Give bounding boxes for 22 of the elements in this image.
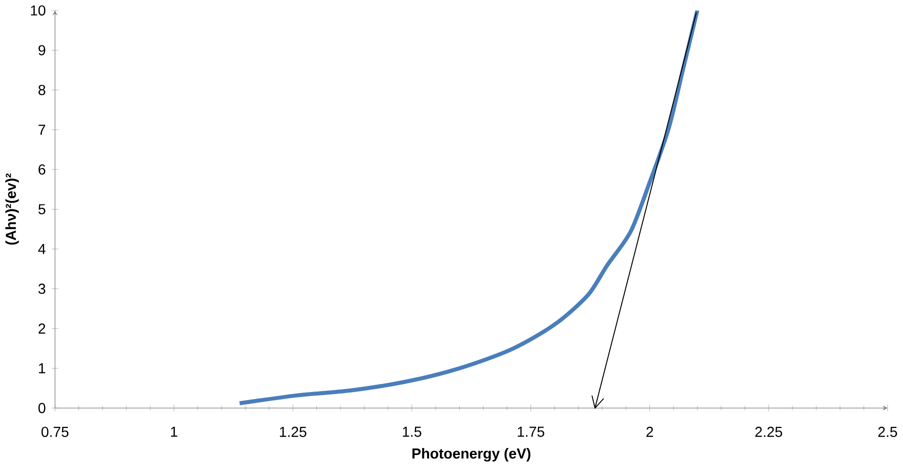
y-tick-label: 2 — [38, 324, 46, 334]
x-tick-label: 1.75 — [518, 426, 544, 437]
line-series — [238, 10, 700, 406]
y-tick-label: 7 — [38, 124, 46, 135]
y-tick-label: 3 — [38, 284, 46, 294]
x-tick-label: 2.5 — [878, 426, 898, 438]
x-tick-label: 1.5 — [402, 426, 422, 437]
y-tick-label: 10 — [30, 5, 46, 16]
x-axis-title: Photoenergy (eV) — [412, 448, 530, 462]
y-tick-label: 9 — [38, 45, 46, 56]
x-tick-label: 1.25 — [280, 426, 306, 438]
y-axis-title: (Ahν)²(ev)² — [5, 173, 19, 245]
x-tick-label: 2 — [646, 426, 654, 437]
x-tick-label: 1 — [171, 426, 178, 437]
y-tick-label: 4 — [38, 244, 46, 254]
y-tick-label: 5 — [38, 204, 46, 214]
x-tick-label: 0.75 — [42, 426, 68, 438]
x-tick-label: 2.25 — [755, 426, 782, 438]
y-tick-label: 6 — [38, 164, 46, 175]
y-tick-label: 8 — [38, 84, 46, 96]
y-tick-label: 0 — [38, 402, 46, 414]
y-tick-label: 1 — [38, 363, 46, 374]
